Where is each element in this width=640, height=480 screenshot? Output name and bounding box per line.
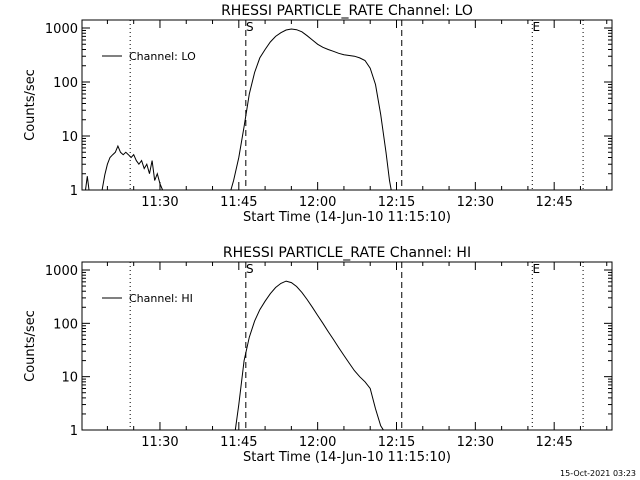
y-axis-label: Counts/sec: [23, 69, 38, 141]
legend-label: Channel: HI: [129, 292, 193, 305]
time-marker-label: E: [532, 20, 540, 34]
y-tick-label: 1: [70, 424, 78, 439]
x-tick-label: 12:45: [535, 195, 572, 210]
chart-panel-2: RHESSI PARTICLE_RATE Channel: HI 1 10 100 10…: [23, 245, 613, 465]
timestamp-label: 15-Oct-2021 03:23: [560, 469, 636, 478]
chart-title: RHESSI PARTICLE_RATE Channel: LO: [221, 3, 473, 19]
time-marker-label: S: [246, 262, 254, 276]
data-series-line: [85, 176, 90, 191]
time-marker-label: S: [246, 20, 254, 34]
data-series-line: [234, 280, 384, 431]
y-tick-label: 10: [61, 130, 78, 145]
x-tick-label: 12:30: [457, 435, 494, 450]
x-tick-label: 12:00: [299, 435, 336, 450]
y-tick-label: 10: [61, 371, 78, 386]
x-tick-label: 12:30: [457, 195, 494, 210]
y-tick-label: 1: [70, 184, 78, 199]
legend-label: Channel: LO: [129, 50, 196, 63]
data-series-line: [101, 144, 164, 191]
x-tick-label: 11:45: [220, 195, 257, 210]
y-tick-label: 100: [53, 76, 78, 91]
chart-title: RHESSI PARTICLE_RATE Channel: HI: [223, 245, 471, 261]
y-tick-label: 100: [53, 317, 78, 332]
data-series-line: [230, 28, 392, 191]
x-tick-label: 12:15: [378, 435, 415, 450]
x-tick-label: 12:00: [299, 195, 336, 210]
x-axis-label: Start Time (14-Jun-10 11:15:10): [243, 450, 451, 465]
x-axis-label: Start Time (14-Jun-10 11:15:10): [243, 210, 451, 225]
x-tick-label: 12:15: [378, 195, 415, 210]
y-tick-label: 1000: [45, 22, 78, 37]
y-axis-label: Counts/sec: [23, 310, 38, 382]
x-tick-label: 11:30: [141, 435, 178, 450]
x-tick-label: 12:45: [535, 435, 572, 450]
x-tick-label: 11:30: [141, 195, 178, 210]
x-tick-label: 11:45: [220, 435, 257, 450]
y-tick-label: 1000: [45, 264, 78, 279]
chart-panel-1: RHESSI PARTICLE_RATE Channel: LO 1 10 100 10…: [23, 3, 613, 225]
time-marker-label: E: [532, 262, 540, 276]
